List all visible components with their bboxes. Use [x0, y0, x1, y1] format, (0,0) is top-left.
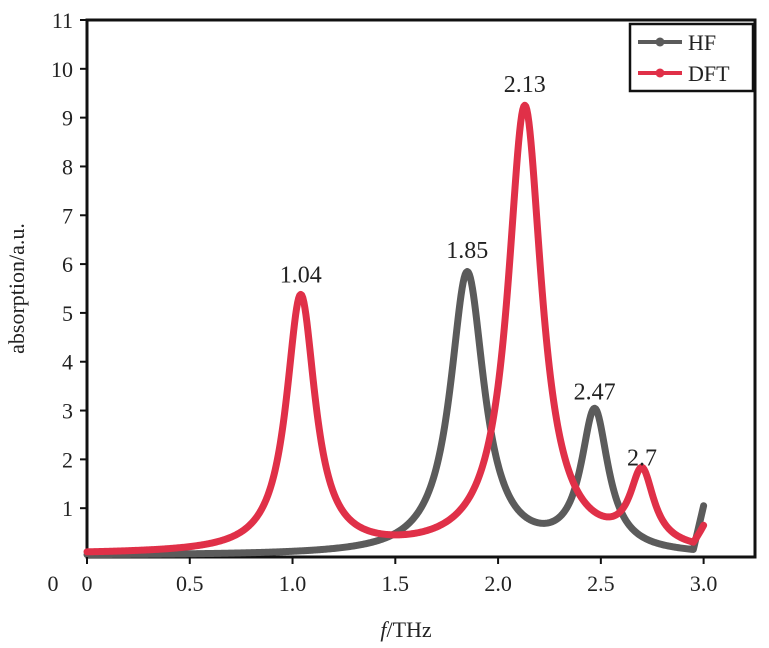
- annotation-group: 1.04 1.85 2.13 2.47 2.7: [280, 72, 657, 471]
- x-tick-label: 1.5: [382, 571, 410, 596]
- peak-label-4: 2.7: [627, 445, 657, 471]
- x-tick-label: 3.0: [690, 571, 718, 596]
- series-group: [83, 101, 708, 559]
- legend-label-dft: DFT: [688, 61, 730, 86]
- y-tick-label: 8: [62, 154, 73, 179]
- y-axis-title: absorption/a.u.: [4, 223, 29, 354]
- y-tick-label: 9: [62, 106, 73, 131]
- x-tick-label: 0: [82, 571, 93, 596]
- y-tick-label: 5: [62, 301, 73, 326]
- x-tick-label: 2.5: [587, 571, 615, 596]
- plot-frame: [85, 18, 757, 559]
- y-tick-label: 11: [52, 8, 73, 33]
- y-tick-label: 2: [62, 447, 73, 472]
- origin-label: 0: [48, 571, 59, 596]
- y-tick-label: 4: [62, 350, 73, 375]
- y-tick-label: 7: [62, 203, 73, 228]
- peak-label-0: 1.04: [280, 262, 322, 288]
- axis-group: 0 0.5 1.0 1.5 2.0 2.5 3.0 0 1 2 3 4 5 6 7 8 9 10 11 f/THz ab…: [4, 8, 717, 642]
- y-tick-label: 6: [62, 252, 73, 277]
- x-tick-label: 0.5: [176, 571, 204, 596]
- plot-area: [85, 18, 757, 559]
- x-axis-title-italic: f: [380, 617, 389, 642]
- y-tick-label: 1: [62, 496, 73, 521]
- y-tick-label: 10: [51, 57, 73, 82]
- x-axis-title: f/THz: [380, 617, 432, 642]
- legend-swatch-marker-hf: [655, 37, 665, 47]
- legend-swatch-marker-dft: [655, 68, 665, 78]
- x-axis-title-unit: /THz: [386, 617, 431, 642]
- x-tick-label: 1.0: [279, 571, 307, 596]
- y-tick-label: 3: [62, 399, 73, 424]
- peak-label-2: 2.13: [504, 72, 546, 98]
- series-line-hf: [83, 268, 708, 559]
- series-line-dft: [83, 101, 708, 556]
- legend-box: [628, 22, 755, 93]
- legend-label-hf: HF: [688, 30, 716, 55]
- peak-label-1: 1.85: [446, 238, 488, 264]
- x-tick-label: 2.0: [484, 571, 512, 596]
- peak-label-3: 2.47: [574, 379, 616, 405]
- legend: HF DFT: [628, 22, 755, 93]
